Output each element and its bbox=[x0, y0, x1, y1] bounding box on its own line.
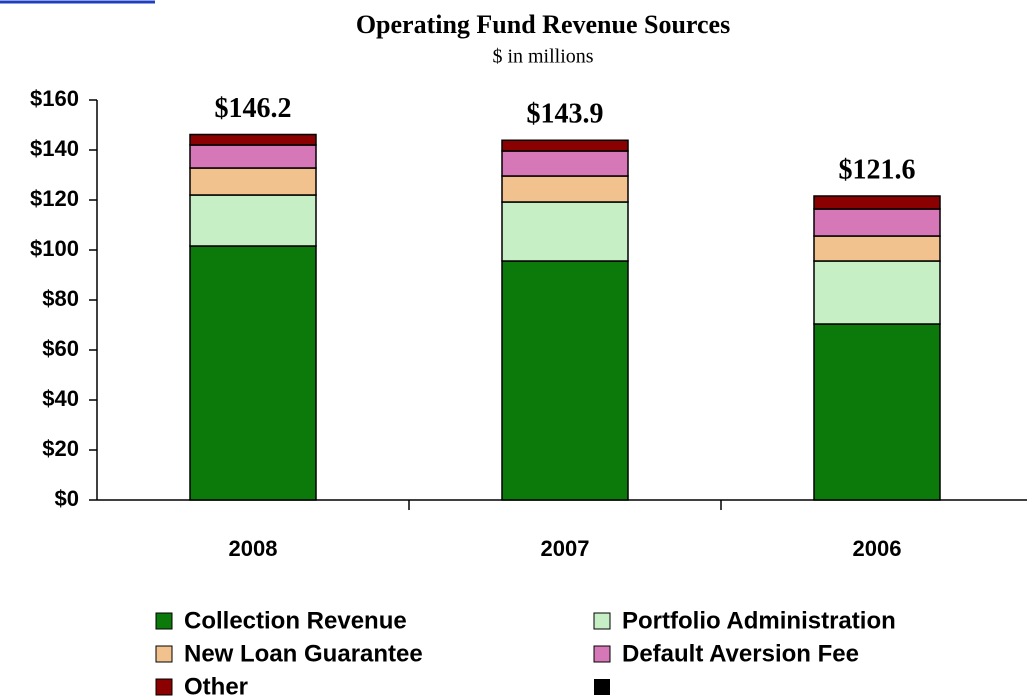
legend-swatch bbox=[155, 612, 173, 630]
y-tick-label: $40 bbox=[42, 386, 79, 411]
chart-title: Operating Fund Revenue Sources bbox=[356, 10, 730, 39]
y-tick-label: $20 bbox=[42, 436, 79, 461]
bar-segment bbox=[501, 201, 629, 262]
bar-segment bbox=[189, 133, 317, 146]
bar-segment bbox=[501, 139, 629, 152]
y-tick-label: $0 bbox=[55, 486, 79, 511]
y-tick-label: $100 bbox=[30, 236, 79, 261]
bar-segment bbox=[501, 175, 629, 203]
bar-segment bbox=[813, 195, 941, 210]
y-tick-label: $120 bbox=[30, 186, 79, 211]
bar-segment bbox=[189, 194, 317, 247]
legend-label: Collection Revenue bbox=[184, 607, 407, 634]
bar-segment bbox=[813, 208, 941, 237]
legend-label: Portfolio Administration bbox=[622, 607, 896, 634]
legend-swatch bbox=[594, 679, 610, 695]
y-tick-label: $140 bbox=[30, 136, 79, 161]
bar-segment bbox=[813, 260, 941, 325]
x-tick-label: 2006 bbox=[853, 536, 902, 561]
y-tick-label: $80 bbox=[42, 286, 79, 311]
chart-subtitle: $ in millions bbox=[492, 46, 593, 68]
y-tick-label: $160 bbox=[30, 86, 79, 111]
bar-segment bbox=[813, 235, 941, 262]
legend-swatch bbox=[155, 678, 173, 696]
legend-label: Other bbox=[184, 673, 248, 700]
bar-segment bbox=[189, 245, 317, 501]
y-tick-label: $60 bbox=[42, 336, 79, 361]
bar-segment bbox=[189, 167, 317, 196]
x-tick-label: 2007 bbox=[541, 536, 590, 561]
bar-segment bbox=[189, 144, 317, 169]
bar-segment bbox=[501, 150, 629, 177]
x-tick-label: 2008 bbox=[229, 536, 278, 561]
total-label: $146.2 bbox=[215, 93, 292, 124]
bar-segment bbox=[501, 260, 629, 501]
bar-segment bbox=[813, 323, 941, 501]
legend-swatch bbox=[155, 645, 173, 663]
legend-label: New Loan Guarantee bbox=[184, 640, 423, 667]
total-label: $121.6 bbox=[839, 154, 916, 185]
total-label: $143.9 bbox=[527, 99, 604, 130]
legend-swatch bbox=[593, 612, 611, 630]
legend-label: Default Aversion Fee bbox=[622, 640, 859, 667]
legend-swatch bbox=[593, 645, 611, 663]
